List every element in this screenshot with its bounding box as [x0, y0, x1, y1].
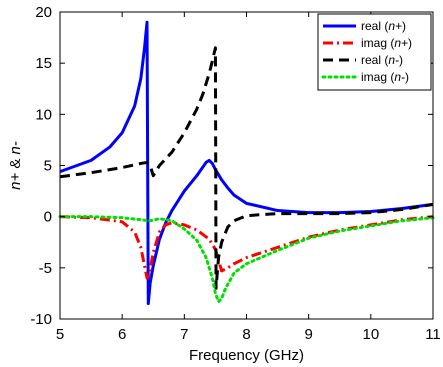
- x-axis-label: Frequency (GHz): [189, 347, 304, 364]
- legend-label-real-n: real (n-): [361, 53, 403, 67]
- series-line-imag-n: [59, 215, 434, 280]
- legend-label-imag-n: imag (n-): [361, 70, 409, 84]
- y-tick-label: 15: [35, 55, 52, 72]
- legend: real (n+) imag (n+) real (n-) imag (n-): [317, 13, 432, 91]
- series-line-real-n: [59, 20, 434, 306]
- y-tick-label: 0: [44, 209, 52, 226]
- legend-label-real-n: real (n+): [361, 19, 406, 33]
- x-tick-label: 11: [425, 326, 441, 343]
- plot-area-frame: [59, 11, 434, 320]
- y-tick-label: -5: [39, 260, 52, 277]
- x-tick-label: 6: [118, 326, 126, 343]
- x-tick-label: 5: [56, 326, 64, 343]
- series-line-imag-n: [58, 215, 435, 304]
- x-tick-label: 7: [180, 326, 188, 343]
- series-line-real-n: [59, 46, 434, 290]
- plot-lines: [58, 20, 435, 306]
- legend-label-imag-n: imag (n+): [361, 36, 412, 50]
- y-tick-label: 10: [35, 106, 52, 123]
- x-tick-label: 8: [242, 326, 250, 343]
- x-tick-label: 9: [304, 326, 312, 343]
- y-tick-label: -10: [30, 311, 52, 328]
- x-tick-label: 10: [362, 326, 379, 343]
- y-tick-label: 5: [44, 158, 52, 175]
- y-axis-label: n+ & n-: [7, 141, 24, 190]
- y-tick-label: 20: [35, 4, 52, 21]
